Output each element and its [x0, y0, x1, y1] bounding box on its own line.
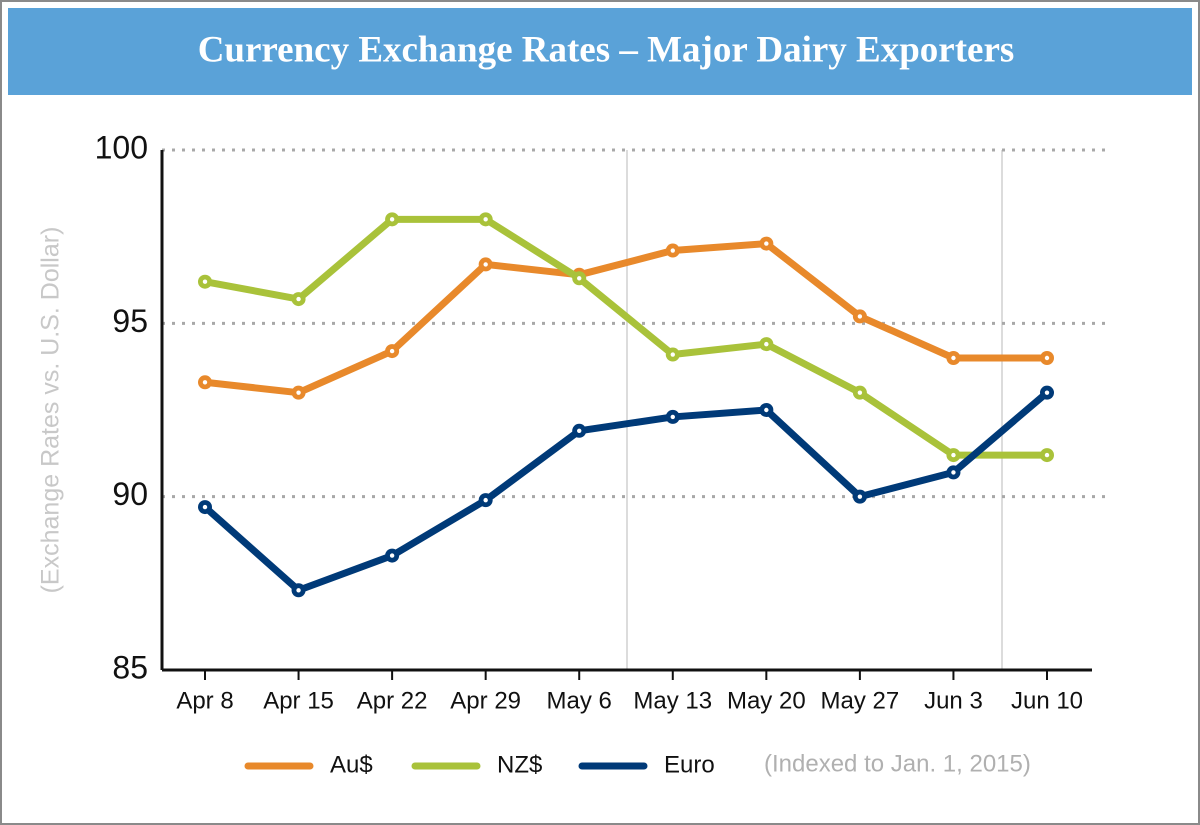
x-tick-label: Jun 10	[1011, 687, 1083, 714]
legend-label: Euro	[664, 751, 715, 778]
y-tick-label: 90	[112, 476, 148, 512]
point-center	[670, 414, 675, 420]
y-tick-label: 95	[112, 303, 148, 339]
series-line	[202, 390, 1050, 594]
point-center	[764, 407, 769, 413]
point-center	[951, 470, 956, 475]
point-center	[389, 348, 395, 354]
point-center	[1044, 390, 1050, 395]
x-tick-label: May 20	[727, 687, 806, 714]
x-tick-label: Apr 22	[357, 687, 428, 714]
x-tick-label: May 27	[821, 687, 900, 714]
x-tick-label: May 6	[547, 687, 612, 714]
point-center	[857, 390, 863, 395]
x-tick-label: Apr 15	[263, 687, 334, 714]
point-center	[296, 296, 301, 302]
point-center	[577, 428, 582, 433]
legend-label: NZ$	[497, 751, 542, 778]
point-center	[951, 355, 956, 361]
note: (Indexed to Jan. 1, 2015)	[764, 750, 1031, 777]
point-center	[764, 341, 769, 347]
point-center	[202, 279, 208, 284]
series-line	[204, 240, 1047, 397]
point-center	[670, 248, 675, 253]
point-center	[1044, 452, 1050, 458]
point-center	[951, 452, 956, 458]
point-center	[202, 504, 208, 510]
x-tick-label: Jun 3	[924, 687, 983, 714]
point-center	[483, 262, 488, 267]
y-tick-label: 100	[95, 129, 148, 165]
point-center	[670, 352, 675, 357]
y-tick-label: 85	[112, 649, 148, 685]
y-axis-label: (Exchange Rates vs. U.S. Dollar)	[37, 227, 65, 594]
x-tick-label: Apr 8	[176, 687, 233, 714]
point-center	[296, 390, 301, 395]
legend-label: Au$	[330, 751, 373, 778]
point-center	[857, 494, 863, 499]
point-center	[389, 553, 395, 558]
point-center	[1044, 355, 1050, 361]
chart-title: Currency Exchange Rates – Major Dairy Ex…	[198, 29, 1015, 70]
x-tick-label: Apr 29	[450, 687, 521, 714]
point-center	[483, 497, 488, 503]
x-tick-label: May 13	[633, 687, 712, 714]
title-bar	[8, 8, 1192, 95]
point-center	[483, 217, 488, 222]
point-center	[764, 241, 769, 246]
point-center	[296, 588, 301, 593]
series-line	[204, 215, 1047, 459]
point-center	[389, 217, 395, 222]
point-center	[577, 276, 582, 281]
point-center	[857, 314, 863, 319]
point-center	[202, 380, 208, 385]
